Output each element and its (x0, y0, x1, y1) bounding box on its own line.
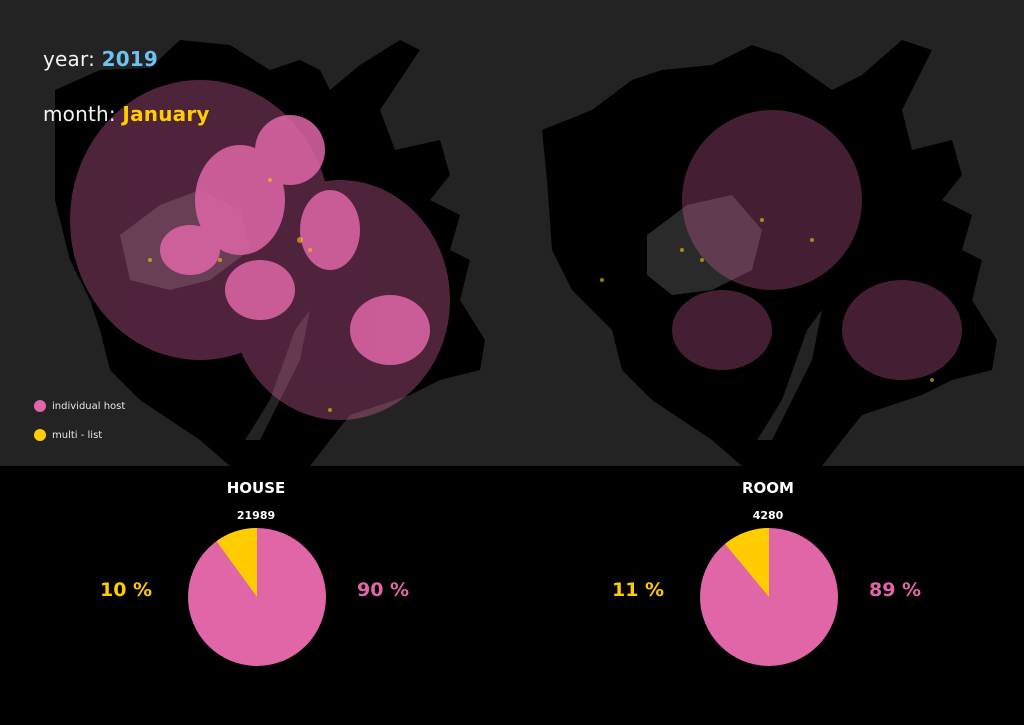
multi-list-percent: 10 % (100, 579, 153, 601)
month-indicator: month: January (43, 102, 210, 126)
legend: individual host multi - list (34, 398, 125, 456)
legend-label: individual host (52, 400, 126, 412)
year-label: year: (43, 47, 102, 71)
year-value: 2019 (101, 47, 159, 71)
multi-list-percent: 11 % (612, 579, 665, 601)
legend-item-individual-host: individual host (34, 398, 125, 414)
legend-label: multi - list (52, 429, 103, 441)
city-map-house (55, 40, 485, 466)
individual-host-percent: 89 % (869, 579, 922, 601)
pie-slice-multi-list (725, 528, 769, 597)
map-area: year: 2019 month: January individual hos… (0, 0, 1024, 466)
pie-slice-multi-list (216, 528, 257, 597)
room-chart: ROOM 4280 11 % 89 % (512, 466, 1024, 725)
month-value: January (122, 102, 210, 126)
month-label: month: (43, 102, 123, 126)
chart-total: 4280 (752, 509, 784, 522)
pink-dot-icon (34, 400, 46, 412)
year-indicator: year: 2019 (43, 47, 158, 71)
house-chart: HOUSE 21989 10 % 90 % (0, 466, 512, 725)
room-pie-chart (700, 528, 838, 666)
chart-title: ROOM (742, 479, 794, 497)
city-map-room (542, 40, 997, 466)
house-listings-map: year: 2019 month: January individual hos… (0, 0, 512, 466)
room-listings-map (512, 0, 1024, 466)
chart-total: 21989 (236, 509, 276, 522)
house-pie-chart (188, 528, 326, 666)
individual-host-percent: 90 % (357, 579, 410, 601)
yellow-dot-icon (34, 429, 46, 441)
legend-item-multi-list: multi - list (34, 427, 125, 443)
chart-title: HOUSE (226, 479, 286, 497)
